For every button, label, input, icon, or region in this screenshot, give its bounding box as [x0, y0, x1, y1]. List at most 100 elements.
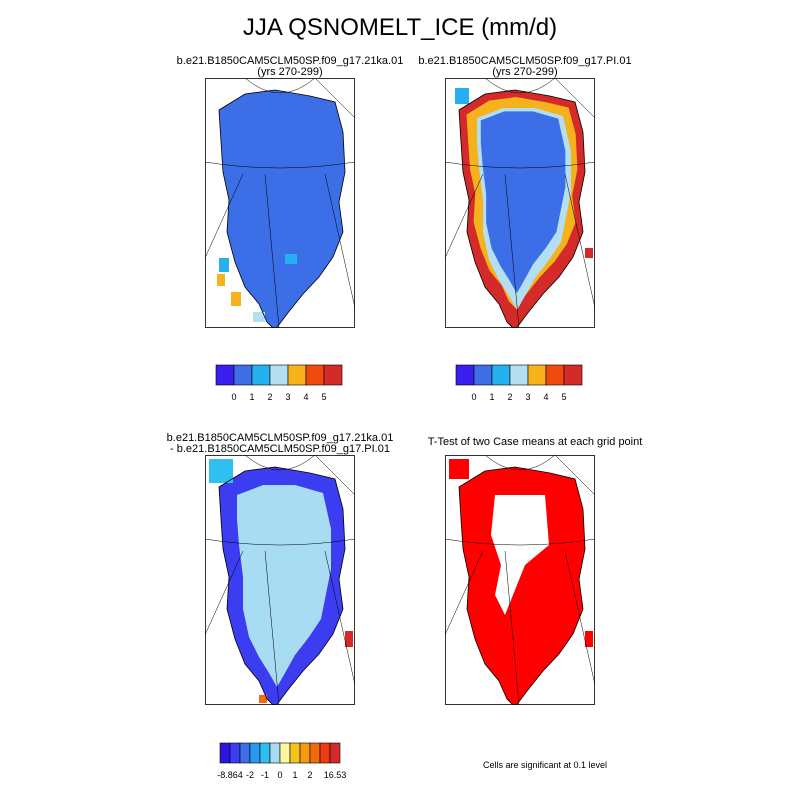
colorbar-swatch	[287, 364, 307, 386]
melt-cell	[455, 88, 469, 104]
longitude-line	[324, 173, 355, 309]
map-case1	[205, 78, 355, 328]
longitude-line	[205, 173, 244, 259]
longitude-line	[205, 550, 244, 636]
diff-cell	[345, 631, 353, 647]
map-frame	[445, 78, 595, 328]
colorbar-swatch	[269, 364, 289, 386]
colorbar-tick-label: 5	[561, 392, 566, 402]
map-frame	[445, 455, 595, 705]
longitude-line	[554, 455, 595, 496]
colorbar-swatch	[229, 742, 241, 764]
colorbar-swatch	[527, 364, 547, 386]
colorbar-swatch	[319, 742, 331, 764]
colorbar-swatch	[249, 742, 261, 764]
colorbar-swatch	[269, 742, 281, 764]
colorbar-swatch	[279, 742, 291, 764]
colorbar-tick-label: 3	[525, 392, 530, 402]
colorbar-swatch	[219, 742, 231, 764]
longitude-line	[314, 78, 355, 119]
ttest-significance-note: Cells are significant at 0.1 level	[482, 760, 608, 770]
colorbar-swatch	[455, 364, 475, 386]
diff-field-interior	[237, 485, 331, 687]
melt-cell	[253, 312, 265, 322]
coastline	[458, 466, 586, 705]
panel-title-ttest: T-Test of two Case means at each grid po…	[380, 437, 690, 448]
diff-cell	[209, 459, 233, 483]
colorbar-tick-label: -1	[261, 770, 269, 780]
melt-cell	[219, 258, 229, 272]
colorbar-tick-label: 3	[285, 392, 290, 402]
colorbar-swatch	[329, 742, 341, 764]
colorbar-tick-label: 0	[277, 770, 282, 780]
melt-cell	[217, 274, 225, 286]
panel-title-diff-line2: - b.e21.B1850CAM5CLM50SP.f09_g17.PI.01	[170, 443, 390, 455]
colorbar-swatch	[299, 742, 311, 764]
significant-cells	[459, 467, 585, 705]
longitude-line	[504, 173, 520, 328]
map-case2	[445, 78, 595, 328]
colorbar-case1: 0 1 2 3 4 5	[215, 364, 343, 402]
panel-title-diff: b.e21.B1850CAM5CLM50SP.f09_g17.21ka.01 -…	[120, 433, 440, 455]
colorbar-swatch	[215, 364, 235, 386]
colorbar-swatch	[545, 364, 565, 386]
colorbar-diff: -8.864 -2 -1 0 1 2 16.53	[217, 742, 347, 780]
colorbar-tick-label: 16.53	[324, 770, 347, 780]
melt-field-ice-sheet	[219, 90, 345, 328]
panel-title-case2: b.e21.B1850CAM5CLM50SP.f09_g17.PI.01 (yr…	[365, 56, 685, 78]
longitude-line	[314, 455, 355, 496]
colorbar-swatch	[473, 364, 493, 386]
colorbar-tick-label: 0	[231, 392, 236, 402]
non-significant-cells	[491, 495, 549, 615]
colorbar-tick-label: 2	[507, 392, 512, 402]
colorbar-swatch	[259, 742, 271, 764]
colorbar-tick-label: 1	[249, 392, 254, 402]
panel-title-case2-line1: b.e21.B1850CAM5CLM50SP.f09_g17.PI.01	[418, 55, 632, 67]
latitude-line	[484, 78, 556, 94]
map-frame	[205, 78, 355, 328]
panel-title-case2-line2: (yrs 270-299)	[492, 66, 558, 78]
colorbar-swatch	[323, 364, 343, 386]
colorbar-tick-label: 4	[303, 392, 308, 402]
colorbar-tick-label: -2	[246, 770, 254, 780]
colorbar-tick-label: 1	[489, 392, 494, 402]
map-diff	[205, 455, 355, 705]
longitude-line	[504, 550, 520, 705]
colorbar-swatch	[289, 742, 301, 764]
longitude-line	[264, 550, 280, 705]
panel-title-ttest-line1: T-Test of two Case means at each grid po…	[427, 436, 643, 448]
colorbar-tick-label: -8.864	[217, 770, 243, 780]
colorbar-tick-label: 4	[543, 392, 548, 402]
melt-cell	[585, 248, 593, 258]
colorbar-tick-label: 2	[307, 770, 312, 780]
colorbar-tick-label: 0	[471, 392, 476, 402]
latitude-line	[244, 78, 316, 94]
colorbar-tick-label: 1	[292, 770, 297, 780]
colorbar-tick-label: 2	[267, 392, 272, 402]
colorbar-case2: 0 1 2 3 4 5	[455, 364, 583, 402]
colorbar-tick-label: 5	[321, 392, 326, 402]
colorbar-swatch	[251, 364, 271, 386]
melt-cell	[231, 292, 241, 306]
colorbar-swatch	[305, 364, 325, 386]
significant-cells	[585, 631, 593, 647]
longitude-line	[445, 550, 484, 636]
colorbar-swatch	[491, 364, 511, 386]
panel-title-diff-line1: b.e21.B1850CAM5CLM50SP.f09_g17.21ka.01	[166, 432, 394, 444]
colorbar-swatch	[233, 364, 253, 386]
significant-cells	[449, 459, 469, 479]
panel-title-case1: b.e21.B1850CAM5CLM50SP.f09_g17.21ka.01 (…	[130, 56, 450, 78]
longitude-line	[264, 173, 280, 328]
colorbar-swatch	[563, 364, 583, 386]
melt-field-interior	[480, 111, 566, 294]
figure-title: JJA QSNOMELT_ICE (mm/d)	[242, 14, 558, 41]
panel-title-case1-line2: (yrs 270-299)	[257, 66, 323, 78]
longitude-line	[564, 550, 595, 686]
coastline	[218, 89, 346, 328]
longitude-line	[445, 173, 484, 259]
colorbar-swatch	[239, 742, 251, 764]
map-frame	[205, 455, 355, 705]
melt-cell	[285, 254, 297, 264]
diff-cell	[259, 695, 267, 703]
colorbar-swatch	[509, 364, 529, 386]
